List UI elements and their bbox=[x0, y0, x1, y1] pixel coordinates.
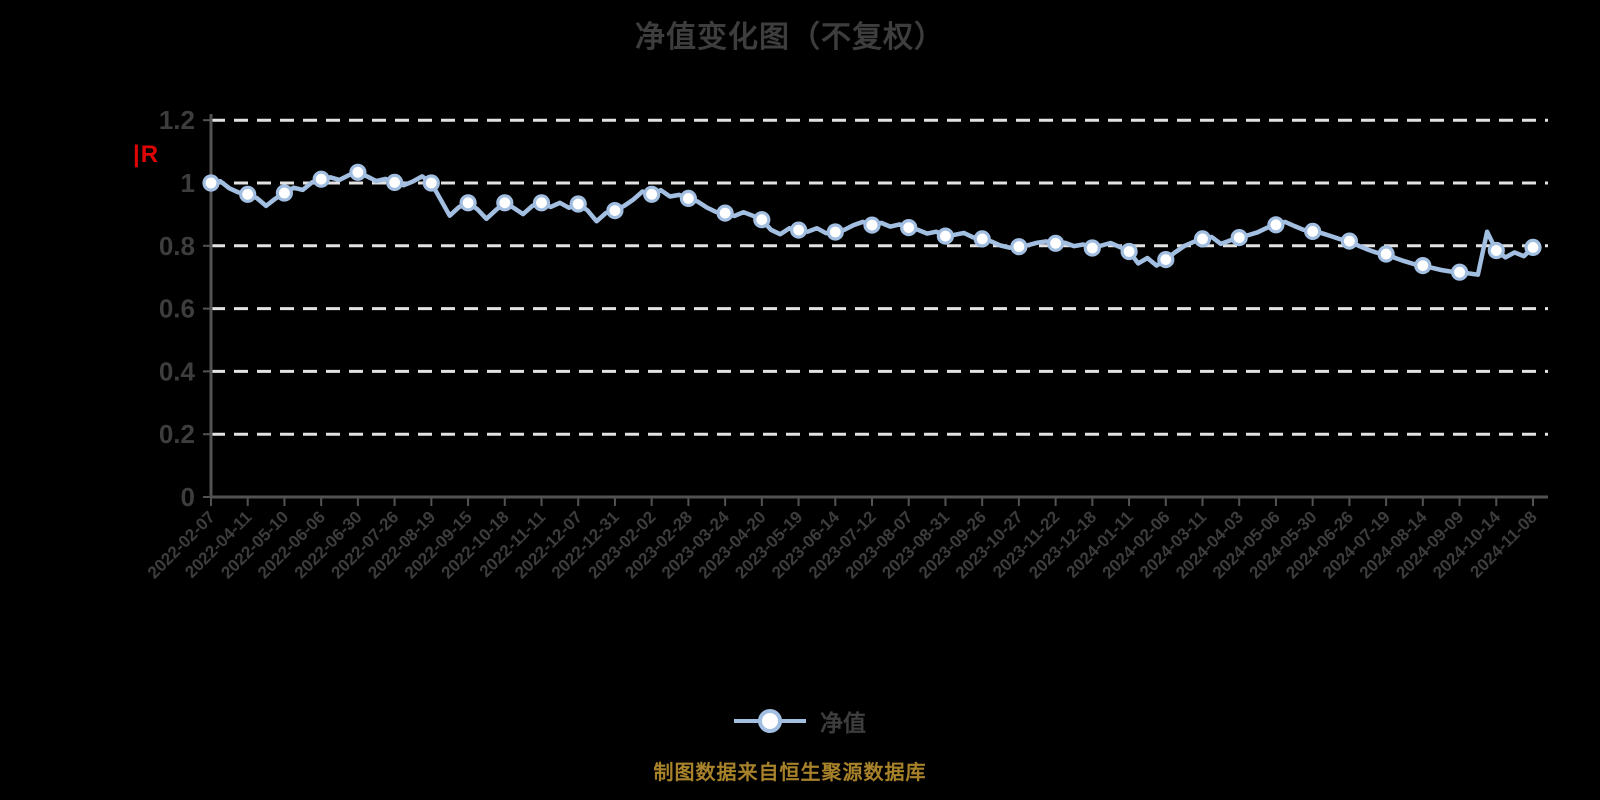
data-point-marker bbox=[1193, 230, 1212, 248]
legend-label: 净值 bbox=[820, 710, 866, 736]
data-point-marker bbox=[936, 227, 955, 245]
data-point-marker bbox=[1120, 242, 1138, 261]
data-point-marker bbox=[349, 163, 367, 181]
data-point-marker bbox=[863, 216, 881, 234]
y-axis-labels: 0 0.2 0.4 0.6 0.8 1 1.2 bbox=[159, 105, 196, 512]
data-point-marker bbox=[1230, 229, 1248, 247]
y-tick-label: 0.6 bbox=[159, 294, 195, 324]
data-point-marker bbox=[1046, 234, 1065, 252]
data-point-marker bbox=[643, 185, 661, 203]
legend-line-marker-icon bbox=[734, 709, 806, 733]
data-point-marker bbox=[422, 174, 440, 192]
legend: 净值 bbox=[0, 704, 1600, 738]
y-tick-label: 0.8 bbox=[159, 231, 195, 261]
data-point-marker bbox=[1414, 257, 1432, 275]
data-point-marker bbox=[789, 221, 808, 239]
data-point-marker bbox=[753, 211, 771, 229]
data-point-marker bbox=[973, 230, 991, 248]
data-point-marker bbox=[606, 202, 624, 220]
data-point-marker bbox=[569, 195, 587, 213]
gridlines bbox=[211, 118, 1548, 436]
y-tick-label: 0.4 bbox=[159, 356, 196, 386]
data-point-marker bbox=[496, 194, 514, 212]
red-watermark-text: |R bbox=[133, 141, 160, 168]
data-point-marker bbox=[1010, 238, 1028, 256]
y-tick-label: 1.2 bbox=[159, 105, 195, 135]
data-source-caption: 制图数据来自恒生聚源数据库 bbox=[653, 762, 927, 784]
data-point-marker bbox=[1487, 241, 1505, 260]
y-tick-label: 0 bbox=[181, 482, 195, 512]
axes bbox=[203, 114, 1548, 506]
data-point-markers bbox=[202, 163, 1542, 281]
data-point-marker bbox=[716, 204, 734, 222]
y-tick-label: 0.2 bbox=[159, 419, 195, 449]
data-point-marker bbox=[1267, 216, 1285, 234]
data-point-marker bbox=[312, 170, 330, 188]
data-point-marker bbox=[275, 184, 293, 202]
data-point-marker bbox=[1340, 232, 1359, 250]
y-tick-label: 1 bbox=[181, 168, 195, 198]
data-point-marker bbox=[239, 185, 257, 203]
data-point-marker bbox=[459, 194, 477, 212]
data-point-marker bbox=[826, 223, 844, 241]
data-point-marker bbox=[1157, 251, 1175, 269]
x-axis-labels: 2022-02-072022-04-112022-05-102022-06-06… bbox=[144, 507, 1541, 582]
data-point-marker bbox=[1304, 222, 1322, 240]
data-point-marker bbox=[1524, 238, 1542, 256]
data-point-marker bbox=[1450, 263, 1469, 281]
data-point-marker bbox=[532, 194, 551, 212]
page-title: 净值变化图（不复权） bbox=[635, 21, 945, 54]
data-point-marker bbox=[900, 219, 918, 237]
data-point-marker bbox=[386, 173, 404, 191]
data-point-marker bbox=[202, 174, 220, 192]
data-point-marker bbox=[679, 189, 698, 207]
data-point-marker bbox=[1377, 245, 1395, 263]
data-point-marker bbox=[1083, 239, 1101, 257]
